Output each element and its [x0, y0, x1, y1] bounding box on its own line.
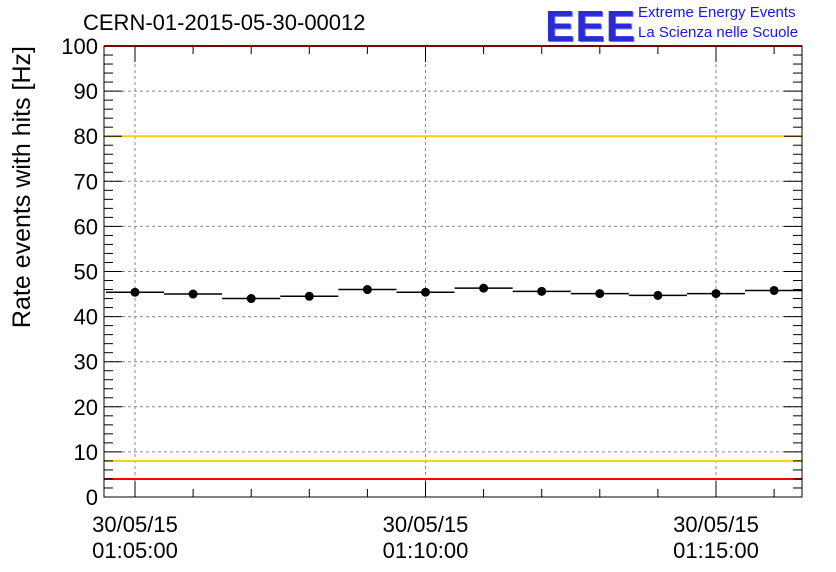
x-tick-time: 01:10:00	[383, 538, 469, 563]
data-point	[188, 289, 198, 299]
data-point	[537, 286, 547, 296]
chart-title: CERN-01-2015-05-30-00012	[83, 10, 366, 35]
eee-logo: EEE	[545, 2, 637, 51]
data-point	[421, 287, 430, 297]
y-tick-label: 50	[74, 260, 98, 285]
data-points	[105, 283, 802, 304]
x-tick-date: 30/05/15	[673, 512, 759, 537]
data-point	[130, 287, 140, 297]
data-point	[595, 289, 605, 299]
y-tick-label: 0	[86, 485, 98, 510]
y-axis-title: Rate events with hits [Hz]	[8, 46, 36, 328]
y-tick-label: 20	[74, 395, 98, 420]
y-tick-label: 10	[74, 440, 98, 465]
data-point	[362, 285, 372, 295]
y-tick-label: 80	[74, 124, 98, 149]
y-tick-label: 40	[74, 305, 98, 330]
x-tick-date: 30/05/15	[92, 512, 178, 537]
data-point	[769, 285, 779, 295]
logo-line-1: Extreme Energy Events	[638, 4, 796, 21]
data-point	[479, 283, 489, 293]
y-tick-label: 60	[74, 214, 98, 239]
y-tick-label: 30	[74, 350, 98, 375]
logo-line-2: La Scienza nelle Scuole	[638, 24, 799, 41]
x-tick-time: 01:05:00	[92, 538, 178, 563]
x-tick-date: 30/05/15	[383, 512, 469, 537]
data-point	[246, 294, 256, 304]
y-tick-label: 90	[74, 79, 98, 104]
x-tick-time: 01:15:00	[673, 538, 759, 563]
y-tick-label: 100	[61, 34, 98, 59]
axis-labels: 010203040506070809010030/05/1501:05:0030…	[8, 34, 759, 563]
data-point	[653, 290, 663, 300]
reference-lines	[104, 45, 802, 480]
axis-ticks	[104, 45, 802, 498]
data-point	[304, 291, 314, 301]
data-point	[711, 289, 721, 299]
grid-layer	[104, 46, 802, 497]
y-tick-label: 70	[74, 169, 98, 194]
